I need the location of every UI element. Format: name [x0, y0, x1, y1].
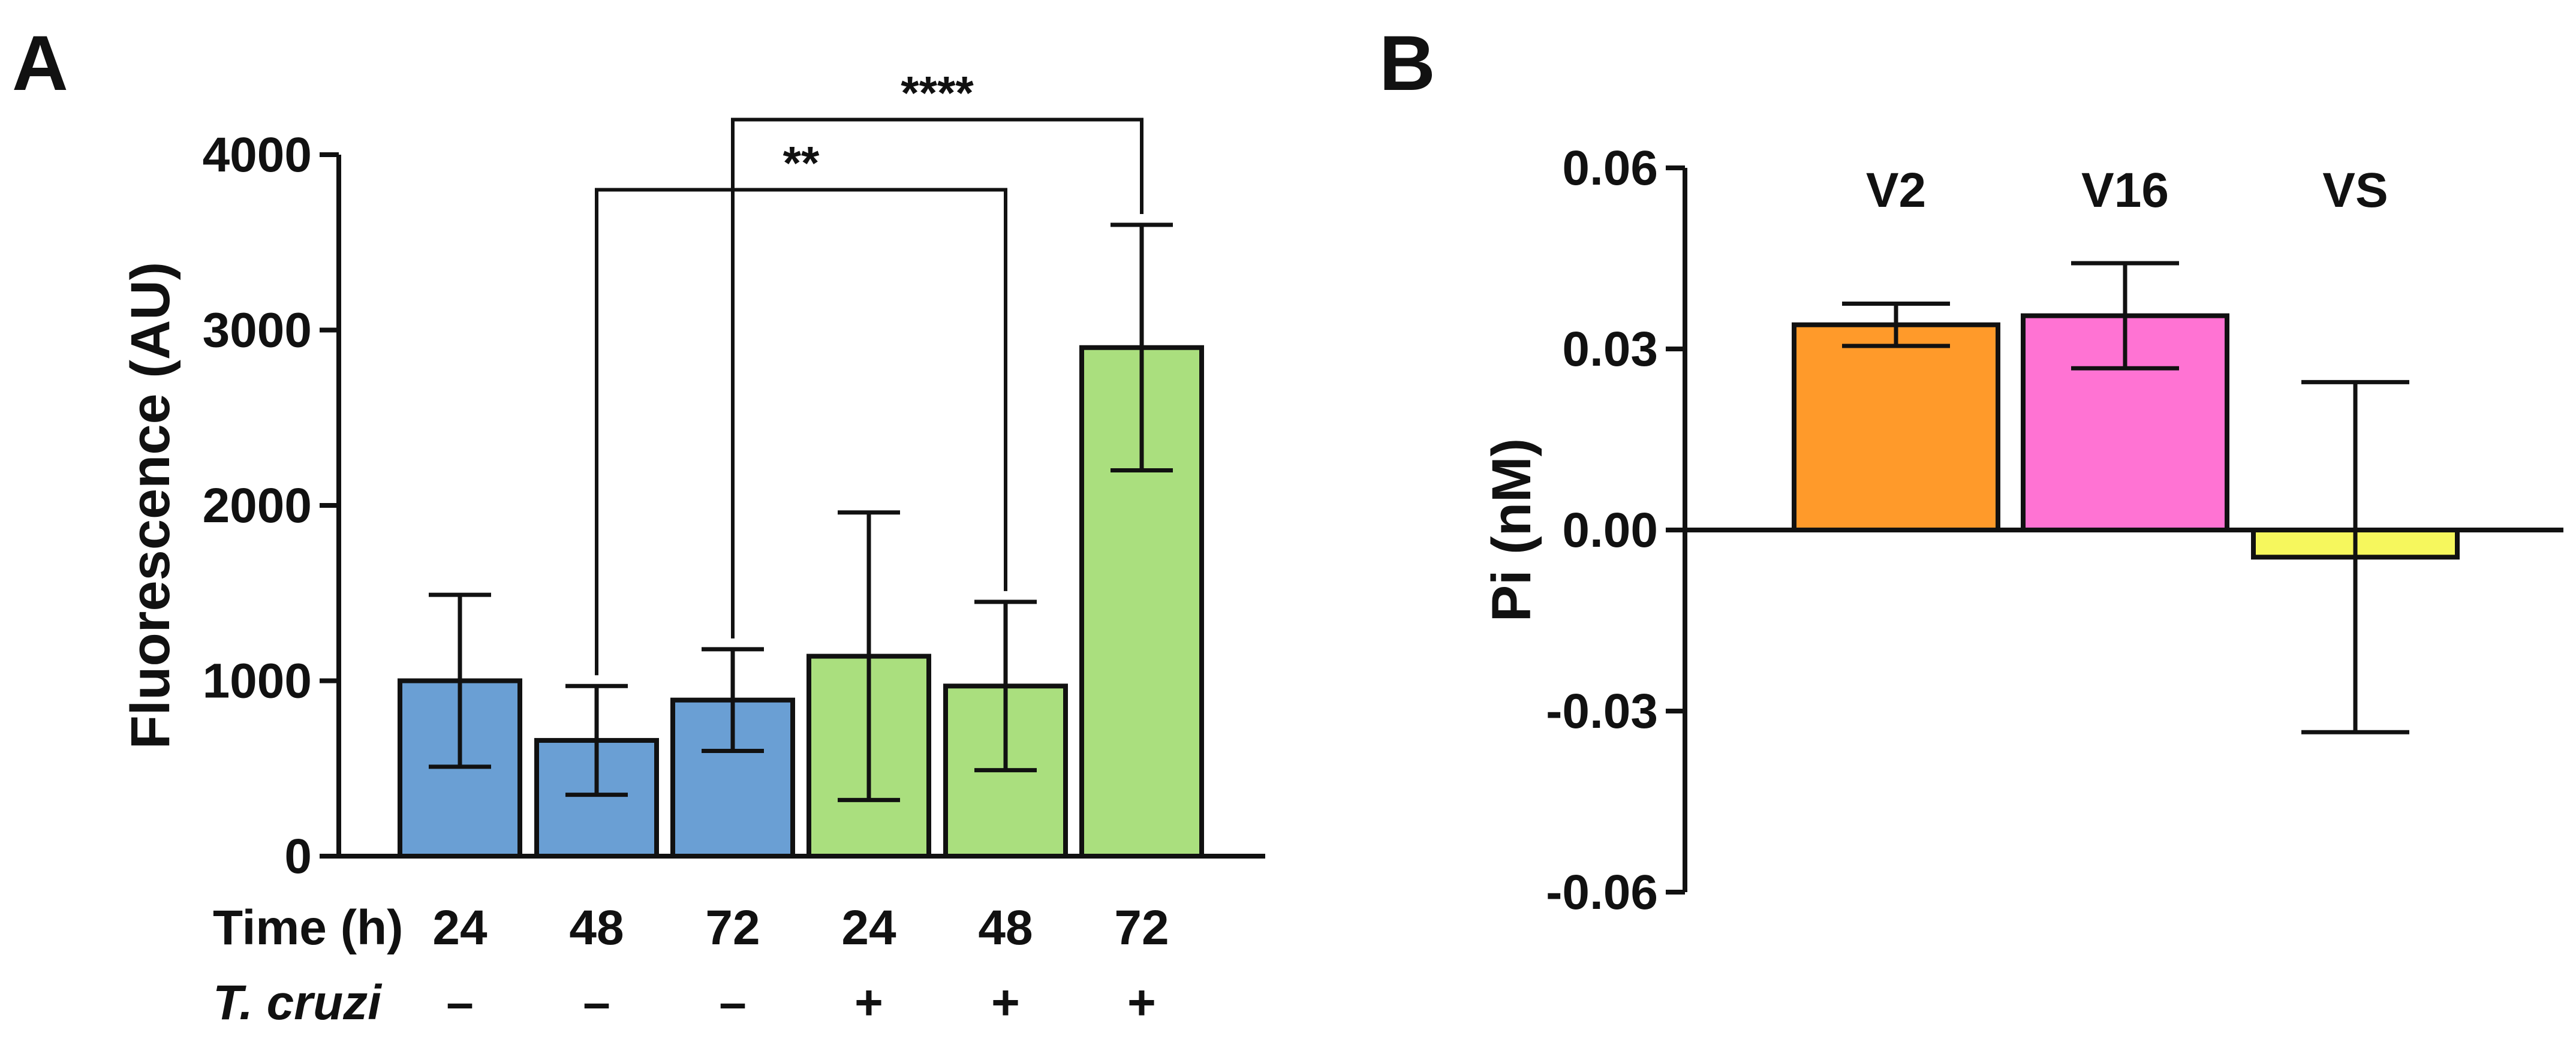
panel-b-y-axis-title: Pi (nM) — [1481, 438, 1542, 622]
panel-b-y-tick-label: 0.06 — [1562, 141, 1658, 195]
panel-b-bars — [1792, 313, 2460, 560]
panel-b-y-tick-label: -0.06 — [1546, 865, 1658, 920]
panel-a-infection-label: – — [583, 975, 610, 1030]
panel-a-time-label: 48 — [978, 901, 1033, 955]
panel-a-error-bars — [429, 222, 1173, 802]
panel-b-axes — [1683, 168, 2563, 892]
panel-b-bar — [1792, 322, 2000, 532]
panel-b-series-label: V2 — [1866, 163, 1926, 218]
panel-b-chart: B Pi (nM) -0.06 -0.03 0.00 0.03 0.06 V2 V16 VS — [1379, 19, 2563, 920]
panel-b-y-tick-label: -0.03 — [1546, 684, 1658, 739]
panel-a-infection-label: + — [854, 975, 883, 1030]
panel-a-axes — [336, 155, 1265, 859]
panel-a-chart: A Fluorescence (AU) Time (h) T. cruzi 0 1… — [12, 19, 1265, 1030]
panel-a-significance: ****** — [595, 67, 1143, 676]
panel-b-error-bars — [1842, 261, 2409, 734]
panel-a-y-tick-label: 4000 — [203, 128, 312, 182]
significance-label: ** — [783, 137, 820, 189]
panel-a-time-label: 48 — [569, 901, 624, 955]
panel-b-y-tick-label: 0.03 — [1562, 322, 1658, 377]
panel-b-series-labels: V2 V16 VS — [1866, 163, 2388, 218]
panel-b-series-label: V16 — [2081, 163, 2169, 218]
panel-a-y-tick-label: 3000 — [203, 303, 312, 358]
panel-b-y-ticks: -0.06 -0.03 0.00 0.03 0.06 — [1546, 141, 1685, 920]
panel-a-y-tick-label: 0 — [284, 829, 312, 884]
panel-a-infection-label: – — [719, 975, 747, 1030]
panel-a-infection-label: + — [991, 975, 1020, 1030]
significance-label: **** — [901, 67, 974, 119]
panel-b-label: B — [1379, 19, 1436, 107]
panel-a-y-axis-title: Fluorescence (AU) — [120, 262, 181, 749]
significance-bracket — [731, 118, 1143, 639]
t-cruzi-row-label: T. cruzi — [213, 975, 383, 1030]
panel-a-time-label: 72 — [1114, 901, 1169, 955]
time-row-label: Time (h) — [213, 901, 403, 955]
panel-a-y-tick-label: 2000 — [203, 478, 312, 533]
panel-a-y-tick-label: 1000 — [203, 654, 312, 709]
panel-a-label: A — [12, 19, 68, 107]
panel-a-time-label: 24 — [841, 901, 896, 955]
panel-a-infection-label: – — [446, 975, 474, 1030]
panel-a-time-label: 24 — [432, 901, 487, 955]
panel-a-y-ticks: 0 1000 2000 3000 4000 — [203, 128, 339, 884]
panel-a-infection-label: + — [1127, 975, 1156, 1030]
significance-bracket — [595, 188, 1007, 676]
panel-a-time-label: 72 — [705, 901, 760, 955]
panel-a-bars — [398, 345, 1204, 859]
panel-a-category-labels: 24 – 48 – 72 – 24 +48 +72 + — [432, 901, 1169, 1030]
panel-b-series-label: VS — [2322, 163, 2388, 218]
panel-b-y-tick-label: 0.00 — [1562, 503, 1658, 558]
